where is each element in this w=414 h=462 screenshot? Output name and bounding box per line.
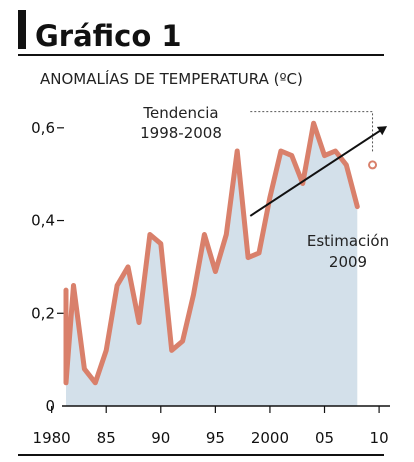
trend-label-line2: 1998-2008 bbox=[140, 124, 222, 142]
header-title: Gráfico 1 bbox=[35, 19, 182, 53]
y-axis: 0 0,2 0,4 0,6 bbox=[31, 119, 64, 415]
anomaly-line bbox=[63, 120, 360, 386]
chart-title: ANOMALÍAS DE TEMPERATURA (ºC) bbox=[40, 69, 303, 88]
x-tick-label: 85 bbox=[97, 429, 116, 447]
x-tick-label: 2000 bbox=[251, 429, 289, 447]
header-block bbox=[18, 10, 26, 49]
y-tick-label: 0,4 bbox=[31, 212, 55, 230]
x-tick-label: 95 bbox=[206, 429, 225, 447]
x-tick-label: 10 bbox=[370, 429, 389, 447]
y-tick-label: 0,6 bbox=[31, 119, 55, 137]
x-tick-label: 90 bbox=[151, 429, 170, 447]
trend-bracket bbox=[250, 111, 374, 154]
estimate-label-line1: Estimación bbox=[307, 232, 389, 250]
x-axis: 1980 85 90 95 2000 05 10 bbox=[33, 406, 389, 447]
x-tick-label: 05 bbox=[315, 429, 334, 447]
estimate-2009-point bbox=[368, 160, 378, 170]
y-tick-label: 0 bbox=[45, 397, 55, 415]
trend-arrow bbox=[249, 126, 388, 217]
estimate-label-line2: 2009 bbox=[329, 253, 367, 271]
x-tick-label: 1980 bbox=[33, 429, 71, 447]
y-tick-label: 0,2 bbox=[31, 304, 55, 322]
trend-label-line1: Tendencia bbox=[142, 104, 218, 122]
